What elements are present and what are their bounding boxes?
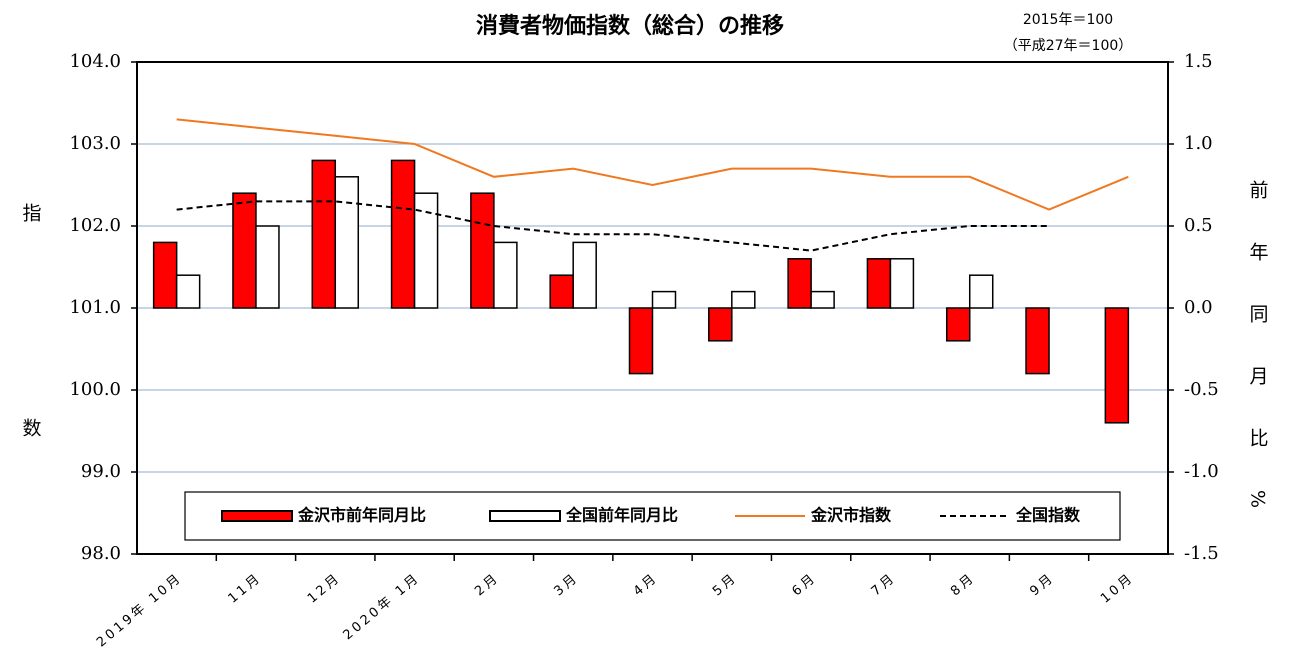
line: [176, 200, 1050, 252]
x-tick-label: 7月: [869, 570, 900, 599]
bar: [866, 258, 892, 309]
note: （平成27年＝100）: [1004, 38, 1133, 54]
plot-frame: [136, 61, 1169, 555]
x-tick-label: 5月: [710, 570, 741, 599]
x-tick-label: 8月: [948, 570, 979, 599]
x-tick-label: 11月: [226, 570, 265, 606]
chart-title: 消費者物価指数（総合）の推移: [476, 13, 784, 39]
bar: [945, 307, 971, 342]
bar: [787, 258, 812, 309]
bar: [968, 274, 994, 309]
y-axis-title: 指数: [20, 203, 42, 633]
legend-label: 金沢市前年同月比: [297, 506, 426, 525]
legend-label: 全国前年同月比: [565, 506, 678, 525]
bar: [1104, 307, 1130, 424]
y2-tick-label: 1.0: [1184, 133, 1213, 154]
bar: [175, 274, 201, 309]
bar: [889, 258, 915, 309]
note: 2015年＝100: [1023, 12, 1113, 28]
y2-tick-label: 1.5: [1184, 51, 1213, 72]
x-tick-label: 2019年 10月: [94, 570, 185, 650]
y-tick-label: 100.0: [69, 379, 121, 400]
x-tick-label: 2月: [472, 570, 503, 599]
legend-swatch: [489, 510, 561, 522]
bar: [470, 192, 495, 309]
bar: [651, 290, 677, 309]
legend-label: 全国指数: [1015, 506, 1081, 525]
bar: [628, 307, 654, 375]
x-tick-label: 3月: [551, 570, 582, 599]
bar: [572, 241, 597, 309]
legend-swatch: [221, 510, 293, 522]
y-tick-label: 99.0: [81, 461, 121, 482]
line: [176, 118, 1129, 211]
x-tick-label: 9月: [1027, 570, 1058, 599]
bar: [232, 192, 257, 309]
y-tick-label: 98.0: [81, 543, 121, 564]
x-tick-label: 6月: [789, 570, 820, 599]
bar: [152, 241, 178, 309]
bar: [334, 176, 360, 309]
legend-label: 金沢市指数: [810, 506, 892, 525]
bar: [549, 274, 574, 309]
bar: [731, 290, 756, 309]
y2-tick-label: -1.0: [1184, 461, 1219, 482]
bar: [390, 159, 416, 309]
y2-tick-label: -1.5: [1184, 543, 1219, 564]
y-tick-label: 104.0: [69, 51, 121, 72]
x-tick-label: 10月: [1098, 570, 1137, 606]
y2-tick-label: -0.5: [1184, 379, 1219, 400]
y2-axis-title: 前年同月比%: [1247, 180, 1269, 551]
bar: [255, 225, 280, 309]
y-tick-label: 103.0: [69, 133, 121, 154]
bar: [311, 159, 337, 309]
y-tick-label: 102.0: [69, 215, 121, 236]
x-tick-label: 12月: [305, 570, 344, 606]
bar: [493, 241, 518, 309]
bar: [708, 307, 733, 342]
y-tick-label: 101.0: [69, 297, 121, 318]
bar: [1025, 307, 1050, 375]
y2-tick-label: 0.0: [1184, 297, 1213, 318]
x-tick-label: 4月: [631, 570, 662, 599]
bar: [413, 192, 439, 309]
bar: [810, 290, 835, 309]
x-tick-label: 2020年 1月: [341, 570, 424, 643]
y2-tick-label: 0.5: [1184, 215, 1213, 236]
